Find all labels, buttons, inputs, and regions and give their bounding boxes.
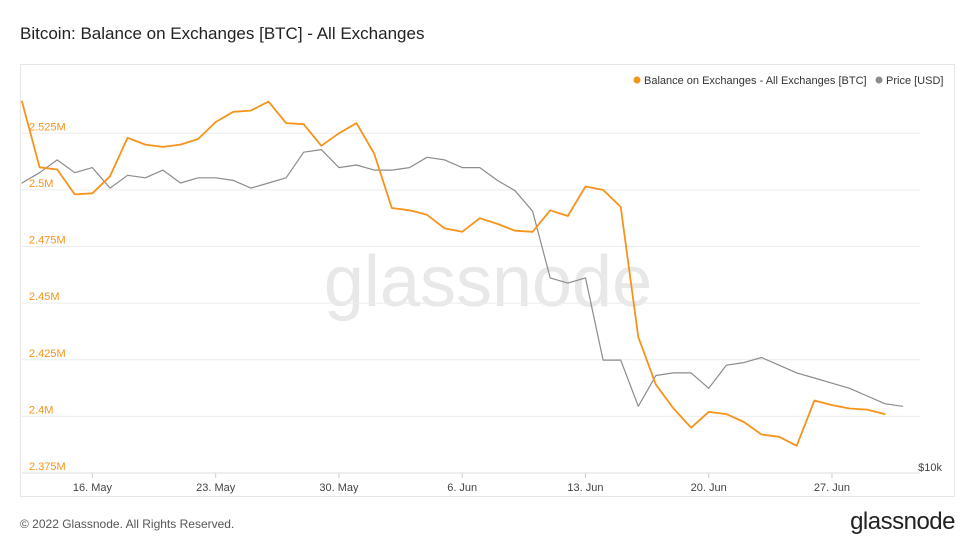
legend-label-balance: Balance on Exchanges - All Exchanges [BT… <box>644 75 867 87</box>
legend-marker-price <box>875 76 883 84</box>
y-tick-label-1: 2.5M <box>29 178 53 190</box>
y-tick-label-0: 2.525M <box>29 121 66 133</box>
y-axis-ticks: 2.525M 2.5M 2.475M 2.45M 2.425M 2.4M 2.375M <box>29 121 66 473</box>
x-tick-label-3: 6. Jun <box>447 482 477 494</box>
y-tick-label-6: 2.375M <box>29 461 66 473</box>
chart-title: Bitcoin: Balance on Exchanges [BTC] - Al… <box>20 24 425 43</box>
balance-series-line <box>21 100 886 447</box>
legend-label-price: Price [USD] <box>886 75 943 87</box>
x-tick-label-0: 16. May <box>73 482 113 494</box>
x-axis-ticks: 16. May 23. May 30. May 6. Jun 13. Jun 20. Ju… <box>22 472 920 494</box>
grid-lines <box>22 132 920 474</box>
x-tick-label-2: 30. May <box>319 482 359 494</box>
y-tick-label-4: 2.425M <box>29 348 66 360</box>
x-tick-label-6: 27. Jun <box>814 482 850 494</box>
y-right-axis-ticks: $10k <box>918 462 942 474</box>
copyright-text: © 2022 Glassnode. All Rights Reserved. <box>20 517 235 531</box>
y-tick-label-3: 2.45M <box>29 291 60 303</box>
x-tick-label-5: 20. Jun <box>691 482 727 494</box>
x-tick-label-4: 13. Jun <box>567 482 603 494</box>
y-right-tick-label-0: $10k <box>918 462 942 474</box>
glassnode-logo[interactable]: glassnode <box>850 508 955 535</box>
y-tick-label-2: 2.475M <box>29 235 66 247</box>
x-tick-label-1: 23. May <box>196 482 236 494</box>
chart-panel <box>20 64 955 497</box>
legend-marker-balance <box>633 76 641 84</box>
y-tick-label-5: 2.4M <box>29 404 53 416</box>
price-series-line <box>21 149 904 407</box>
series-lines <box>21 100 904 447</box>
watermark: glassnode <box>324 242 652 322</box>
legend[interactable]: Balance on Exchanges - All Exchanges [BT… <box>633 75 944 87</box>
